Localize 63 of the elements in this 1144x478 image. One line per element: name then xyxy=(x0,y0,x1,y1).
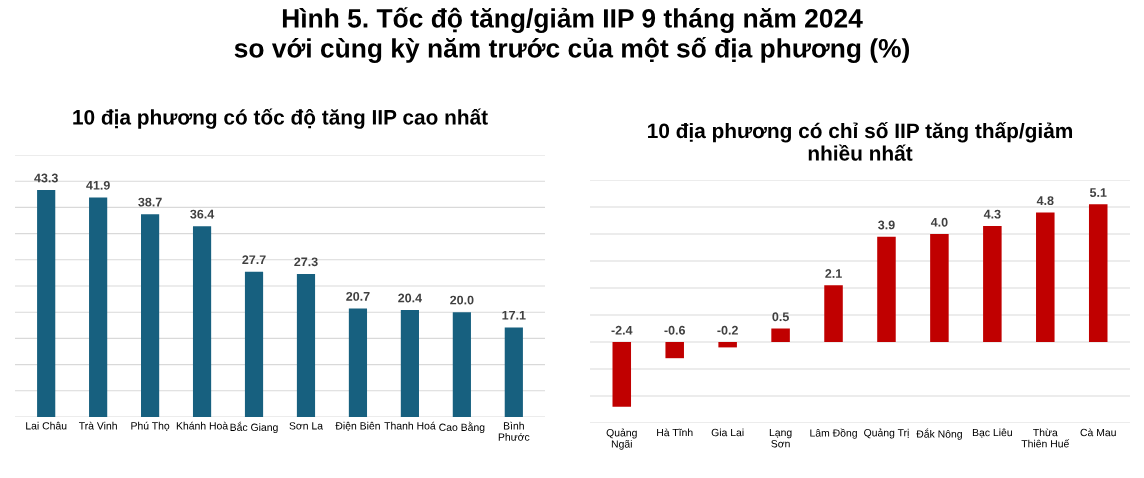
x-tick-label: Lạng Sơn xyxy=(769,428,792,448)
x-tick-label: Bạc Liêu xyxy=(972,428,1012,438)
bar xyxy=(452,312,471,417)
bar xyxy=(504,327,523,417)
x-tick-label: Cà Mau xyxy=(1080,428,1116,437)
bar xyxy=(983,225,1002,342)
x-tick-label: Phú Thọ xyxy=(131,421,170,431)
bar xyxy=(824,285,843,342)
bar xyxy=(192,226,212,417)
bar xyxy=(930,234,949,342)
bar xyxy=(718,342,737,348)
data-label: 27.7 xyxy=(242,255,266,265)
bar xyxy=(141,214,160,417)
data-label: 20.0 xyxy=(450,295,474,305)
data-label: 5.1 xyxy=(1089,188,1107,197)
bar xyxy=(348,308,368,417)
data-label: 0.5 xyxy=(772,312,789,322)
x-tick-label: Lai Châu xyxy=(26,421,67,430)
bar xyxy=(89,197,108,417)
chart-subtitle: 10 địa phương có chỉ số IIP tăng thấp/giảm nhiều nhất xyxy=(648,122,1073,161)
data-label: 20.4 xyxy=(398,293,422,303)
x-tick-label: Điện Biên xyxy=(335,421,380,431)
x-tick-label: Thanh Hoá xyxy=(384,421,436,430)
data-label: 2.1 xyxy=(825,269,842,278)
x-tick-label: Khánh Hoà xyxy=(176,421,229,430)
data-label: 4.0 xyxy=(930,217,948,227)
x-tick-label: Bình Phước xyxy=(498,421,530,441)
bar xyxy=(877,236,896,342)
x-tick-label: Thừa Thiên Huế xyxy=(1021,428,1070,448)
bar xyxy=(1036,212,1055,342)
x-tick-label: Bắc Giang xyxy=(230,421,278,434)
data-label: -0.6 xyxy=(664,325,686,335)
x-tick-label: Lâm Đồng xyxy=(810,428,857,439)
bar xyxy=(771,328,790,342)
bar xyxy=(665,342,684,359)
x-tick-label: Gia Lai xyxy=(711,428,744,437)
data-label: 43.3 xyxy=(34,173,58,183)
chart-title: Hình 5. Tốc độ tăng/giảm IIP 9 tháng năm 2024 so với cùng kỳ năm trước của một số địa phương (%) xyxy=(234,7,910,63)
bar xyxy=(1088,204,1108,342)
data-label: 20.7 xyxy=(346,291,370,301)
x-tick-label: Quảng Trị xyxy=(864,428,909,439)
data-label: 38.7 xyxy=(138,197,162,207)
bar xyxy=(612,342,632,407)
data-label: 27.3 xyxy=(294,257,318,267)
data-label: 17.1 xyxy=(502,310,526,320)
x-tick-label: Cao Bằng xyxy=(439,421,485,434)
bar xyxy=(37,190,56,417)
bar xyxy=(296,273,316,417)
chart-subtitle: 10 địa phương có tốc độ tăng IIP cao nhất xyxy=(73,108,488,129)
data-label: 41.9 xyxy=(86,180,110,190)
x-tick-label: Đắk Nông xyxy=(916,428,962,440)
x-tick-label: Hà Tĩnh xyxy=(657,428,693,437)
data-label: 4.3 xyxy=(983,209,1001,219)
data-label: -0.2 xyxy=(717,325,738,335)
x-tick-label: Sơn La xyxy=(289,422,324,430)
bar xyxy=(244,271,264,417)
x-tick-label: Quảng Ngãi xyxy=(606,428,637,450)
data-label: -2.4 xyxy=(611,325,633,335)
x-tick-label: Trà Vinh xyxy=(78,421,117,430)
data-label: 36.4 xyxy=(190,209,215,219)
bar xyxy=(400,310,419,417)
data-label: 3.9 xyxy=(878,220,895,230)
data-label: 4.8 xyxy=(1036,196,1054,206)
